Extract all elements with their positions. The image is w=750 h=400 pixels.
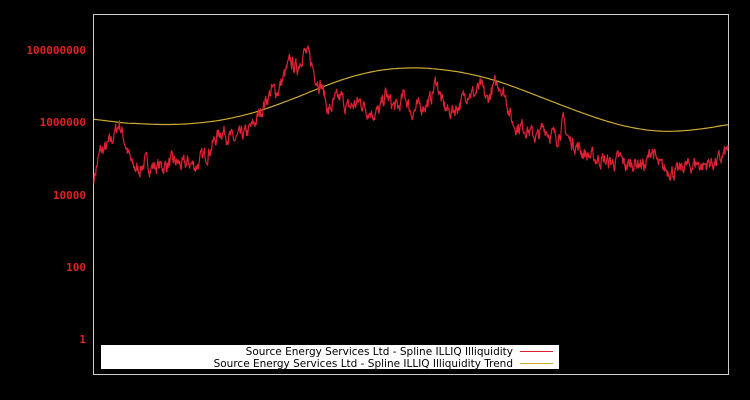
legend-label-trend: Source Energy Services Ltd - Spline ILLI… (214, 358, 513, 370)
y-tick-label: 10000 (53, 189, 86, 202)
illiquidity-line (93, 45, 729, 184)
plot-frame (93, 14, 729, 375)
series-layer (93, 45, 729, 184)
y-tick-label: 1 (79, 333, 86, 346)
y-tick-label: 100 (66, 261, 86, 274)
y-tick-label: 100000000 (26, 44, 86, 57)
legend: Source Energy Services Ltd - Spline ILLI… (101, 345, 559, 370)
legend-box (101, 345, 559, 369)
y-tick-label: 1000000 (40, 116, 86, 129)
y-axis: 100000000 1000000 10000 100 1 (26, 44, 86, 346)
trend-line (93, 67, 729, 132)
legend-label-illiquidity: Source Energy Services Ltd - Spline ILLI… (246, 346, 513, 358)
